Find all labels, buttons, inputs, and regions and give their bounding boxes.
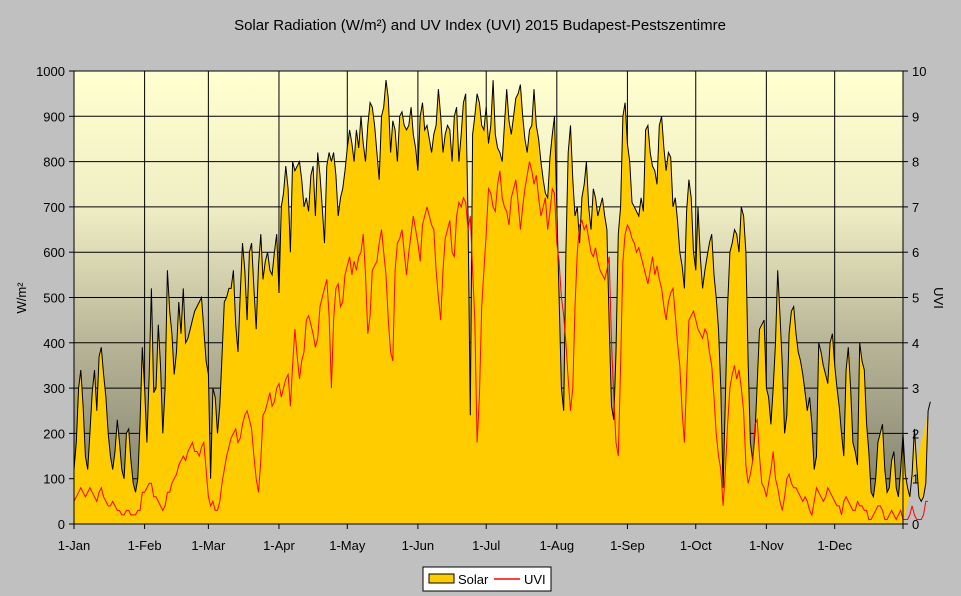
y2-tick-label: 7 [912,200,919,215]
y-axis-title: W/m² [14,282,29,314]
y2-tick-label: 1 [912,472,919,487]
solar-outline [73,80,931,503]
x-tick-label: 1-Jan [58,538,91,553]
y2-tick-label: 4 [912,336,919,351]
y-tick-label: 500 [43,291,65,306]
y-axis-left: 0 100 200 300 400 500 600 700 800 900 1000 [36,64,74,532]
y2-tick-label: 9 [912,109,919,124]
uvi-line [73,161,929,521]
y-tick-label: 100 [43,472,65,487]
x-tick-label: 1-Nov [749,538,784,553]
x-tick-label: 1-Sep [610,538,645,553]
y2-tick-label: 8 [912,155,919,170]
x-tick-label: 1-Jun [402,538,435,553]
x-tick-label: 1-Aug [539,538,574,553]
x-tick-label: 1-Dec [817,538,852,553]
y2-tick-label: 3 [912,381,919,396]
legend-label-solar: Solar [458,572,489,587]
x-tick-label: 1-Mar [191,538,226,553]
x-tick-label: 1-Jul [472,538,500,553]
y-tick-label: 800 [43,155,65,170]
legend-swatch-solar [428,573,455,584]
y2-tick-label: 2 [912,426,919,441]
x-tick-label: 1-Oct [680,538,712,553]
y-tick-label: 600 [43,245,65,260]
y-tick-label: 700 [43,200,65,215]
y-tick-label: 900 [43,109,65,124]
y-tick-label: 300 [43,381,65,396]
x-tick-label: 1-Feb [128,538,162,553]
y2-axis-title: UVI [931,287,946,309]
y-tick-label: 1000 [36,64,65,79]
y2-tick-label: 10 [912,64,926,79]
x-axis: 1-Jan 1-Feb 1-Mar 1-Apr 1-May 1-Jun 1-Jul 1-Aug… [58,524,853,553]
y2-tick-label: 5 [912,291,919,306]
y2-tick-label: 0 [912,517,919,532]
y-tick-label: 200 [43,426,65,441]
x-tick-label: 1-Apr [263,538,295,553]
y-axis-right: 0 1 2 3 4 5 6 7 8 9 10 [903,64,926,532]
chart-title: Solar Radiation (W/m²) and UV Index (UVI… [234,17,726,34]
y2-tick-label: 6 [912,245,919,260]
y-tick-label: 400 [43,336,65,351]
y-tick-label: 0 [58,517,65,532]
legend: Solar UVI [422,566,552,592]
x-tick-label: 1-May [329,538,366,553]
legend-label-uvi: UVI [524,572,546,587]
